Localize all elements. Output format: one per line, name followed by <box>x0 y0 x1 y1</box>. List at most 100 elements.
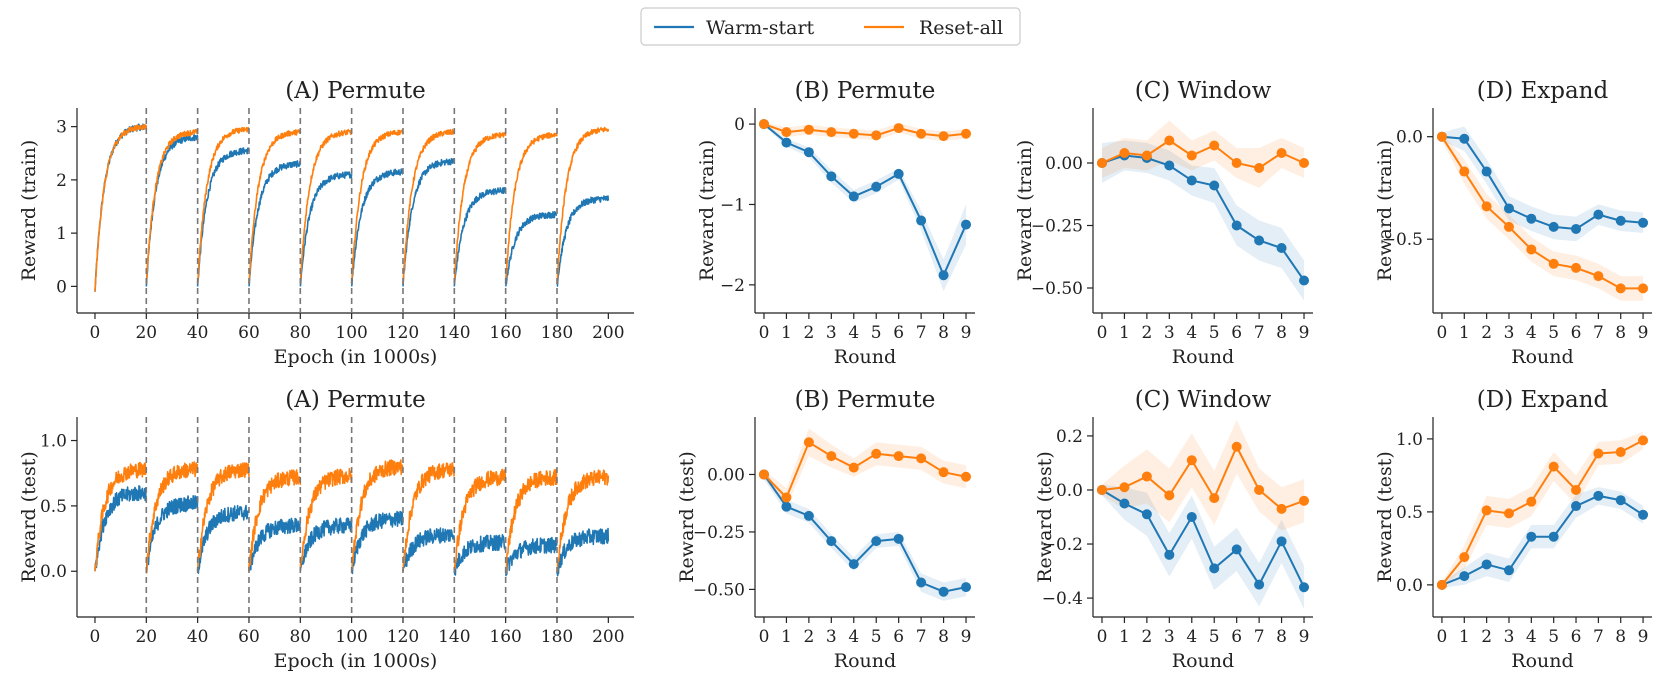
x-tick-label: 1 <box>1119 323 1130 343</box>
x-tick-label: 7 <box>1254 323 1265 343</box>
data-point-reset-all <box>1593 448 1604 459</box>
confidence-band-reset-all <box>763 428 967 507</box>
x-tick-label: 6 <box>1231 627 1242 647</box>
y-tick-label: 1 <box>56 224 67 244</box>
x-tick-label: 9 <box>1638 627 1649 647</box>
data-point-reset-all <box>848 462 859 473</box>
data-point-reset-all <box>893 123 904 134</box>
x-tick-label: 2 <box>803 323 814 343</box>
series-line-reset-all <box>1441 439 1644 586</box>
data-point-warm-start <box>826 171 837 182</box>
data-point-warm-start <box>1526 531 1537 542</box>
x-tick-label: 9 <box>1299 627 1310 647</box>
x-tick-label: 6 <box>1231 323 1242 343</box>
data-point-warm-start <box>1503 565 1514 576</box>
x-tick-label: 5 <box>1548 627 1559 647</box>
y-axis-label: Reward (test) <box>1034 451 1056 583</box>
x-tick-label: 2 <box>1481 323 1492 343</box>
y-tick-label: 0.00 <box>1045 154 1083 174</box>
data-point-reset-all <box>1638 435 1649 446</box>
x-tick-label: 0 <box>759 323 770 343</box>
panel-title: (D) Expand <box>1477 387 1609 413</box>
data-point-reset-all <box>1186 150 1197 161</box>
x-tick-label: 3 <box>1164 323 1175 343</box>
data-point-warm-start <box>1299 582 1310 593</box>
data-point-warm-start <box>1593 490 1604 501</box>
x-tick-label: 0 <box>90 323 101 343</box>
panel-d-train: (D) Expand Round Reward (train) 0 1 2 3 4 5 6 7 8 9 0… <box>1374 78 1652 368</box>
y-axis-label: Reward (train) <box>1374 140 1396 282</box>
x-tick-label: 180 <box>541 323 573 343</box>
data-point-warm-start <box>826 536 837 547</box>
confidence-band-warm-start <box>763 122 967 292</box>
x-tick-label: 2 <box>1141 323 1152 343</box>
legend: Warm-start Reset-all <box>640 7 1021 46</box>
data-point-reset-all <box>1571 262 1582 273</box>
data-point-warm-start <box>916 577 927 588</box>
x-tick-label: 140 <box>438 323 470 343</box>
x-tick-label: 4 <box>1526 627 1537 647</box>
x-tick-label: 120 <box>387 627 419 647</box>
x-tick-label: 60 <box>238 323 260 343</box>
panels: (A) Permute Epoch (in 1000s) Reward (train… <box>18 78 1652 672</box>
data-point-warm-start <box>1254 579 1265 590</box>
x-axis-label: Epoch (in 1000s) <box>274 650 438 672</box>
data-point-warm-start <box>938 270 949 281</box>
data-point-reset-all <box>1186 455 1197 466</box>
data-point-reset-all <box>871 130 882 141</box>
data-point-reset-all <box>803 124 814 135</box>
y-tick-label: 0.2 <box>1056 427 1083 447</box>
panel-d-test: (D) Expand Round Reward (test) 0 1 2 3 4 5 6 7 8 9 0.… <box>1374 387 1652 672</box>
data-point-reset-all <box>1164 490 1175 501</box>
data-point-reset-all <box>1503 508 1514 519</box>
data-point-warm-start <box>961 582 972 593</box>
data-point-reset-all <box>1503 221 1514 232</box>
x-tick-label: 100 <box>335 323 367 343</box>
data-point-warm-start <box>871 536 882 547</box>
y-tick-label: 0 <box>56 277 67 297</box>
data-point-reset-all <box>1231 158 1242 168</box>
x-tick-label: 6 <box>1571 627 1582 647</box>
data-point-warm-start <box>1231 220 1242 231</box>
series-curve-reset-all <box>94 459 610 574</box>
data-point-warm-start <box>1164 160 1175 171</box>
x-tick-label: 7 <box>916 627 927 647</box>
y-tick-label: 3 <box>56 118 67 138</box>
x-tick-label: 80 <box>289 323 311 343</box>
data-point-warm-start <box>1209 563 1220 574</box>
x-tick-label: 4 <box>1186 323 1197 343</box>
x-tick-label: 4 <box>848 323 859 343</box>
data-point-reset-all <box>1299 495 1310 506</box>
series-line-reset-all <box>1441 136 1644 290</box>
series-line-warm-start <box>763 123 967 278</box>
x-axis-label: Round <box>1172 346 1234 368</box>
x-tick-label: 5 <box>1548 323 1559 343</box>
series-line-warm-start <box>1101 489 1305 588</box>
data-point-reset-all <box>1481 201 1492 212</box>
data-point-warm-start <box>1638 217 1649 228</box>
data-point-warm-start <box>1209 180 1220 191</box>
x-tick-label: 2 <box>803 627 814 647</box>
data-point-reset-all <box>826 127 837 138</box>
x-tick-label: 3 <box>826 627 837 647</box>
x-tick-label: 9 <box>1299 323 1310 343</box>
x-tick-label: 5 <box>871 627 882 647</box>
data-point-warm-start <box>961 219 972 230</box>
data-point-reset-all <box>1459 552 1470 563</box>
x-tick-label: 160 <box>489 627 521 647</box>
y-tick-label: −0.50 <box>693 580 745 600</box>
x-tick-label: 1 <box>1459 323 1470 343</box>
y-tick-label: 1.0 <box>40 432 67 452</box>
series-curve-reset-all <box>94 123 610 292</box>
x-tick-label: 9 <box>961 627 972 647</box>
x-tick-label: 3 <box>1504 627 1515 647</box>
confidence-band-reset-all <box>1101 419 1305 531</box>
x-tick-label: 8 <box>1276 627 1287 647</box>
data-point-warm-start <box>803 147 814 158</box>
data-point-warm-start <box>893 168 904 179</box>
x-tick-label: 2 <box>1141 627 1152 647</box>
data-point-warm-start <box>1459 133 1470 144</box>
data-point-warm-start <box>1254 235 1265 246</box>
data-point-warm-start <box>1299 275 1310 286</box>
series-line-reset-all <box>763 123 967 138</box>
